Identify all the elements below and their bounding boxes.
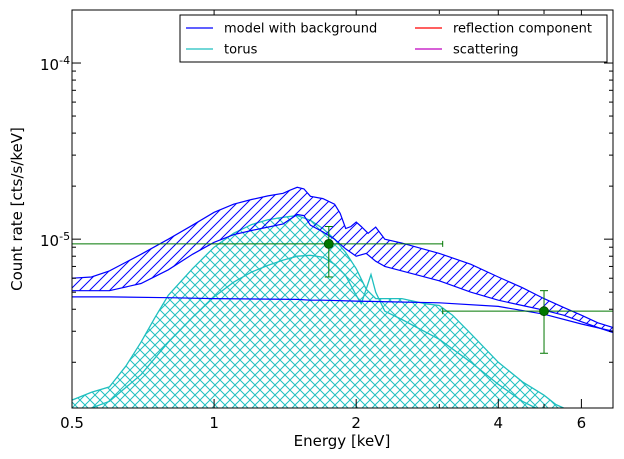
y-tick-label: 10-4 (40, 54, 70, 74)
y-axis-label: Count rate [cts/s/keV] (8, 127, 26, 291)
x-tick-label: 4 (494, 414, 504, 432)
axis-ticks: 0.5 1 2 4 6 10-5 10-4 (40, 9, 614, 432)
data-marker (539, 306, 549, 317)
data-point-2 (442, 290, 613, 354)
legend-entry: model with background (186, 22, 377, 37)
plot-area (72, 186, 613, 408)
y-tick-label: 10-5 (40, 230, 70, 250)
x-tick-label: 0.5 (60, 414, 84, 432)
legend-label: torus (224, 43, 258, 58)
legend-label: reflection component (453, 22, 592, 37)
legend: model with background reflection componen… (179, 14, 608, 63)
x-tick-label: 2 (351, 414, 361, 432)
torus-lower-line (91, 254, 536, 408)
legend-entry: torus (186, 43, 258, 58)
data-point-1 (72, 225, 444, 278)
model-upper-line (72, 186, 613, 329)
legend-entry: scattering (415, 43, 519, 58)
x-tick-label: 6 (577, 414, 587, 432)
x-tick-label: 1 (209, 414, 219, 432)
legend-label: model with background (224, 22, 377, 37)
legend-box (179, 14, 608, 63)
model-band-fill (72, 187, 613, 333)
plot-frame (71, 9, 614, 409)
torus-band-fill (72, 215, 564, 408)
legend-entry: reflection component (415, 22, 592, 37)
x-axis-label: Energy [keV] (294, 432, 391, 450)
data-marker (323, 238, 334, 249)
legend-label: scattering (453, 43, 519, 58)
